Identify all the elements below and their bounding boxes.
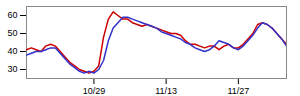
svg-text:11/13: 11/13	[155, 86, 177, 96]
svg-text:30: 30	[7, 64, 17, 74]
svg-text:11/27: 11/27	[227, 86, 249, 96]
svg-text:60: 60	[7, 10, 17, 20]
svg-text:10/29: 10/29	[83, 86, 106, 96]
svg-text:40: 40	[7, 46, 17, 56]
svg-text:50: 50	[7, 28, 17, 38]
